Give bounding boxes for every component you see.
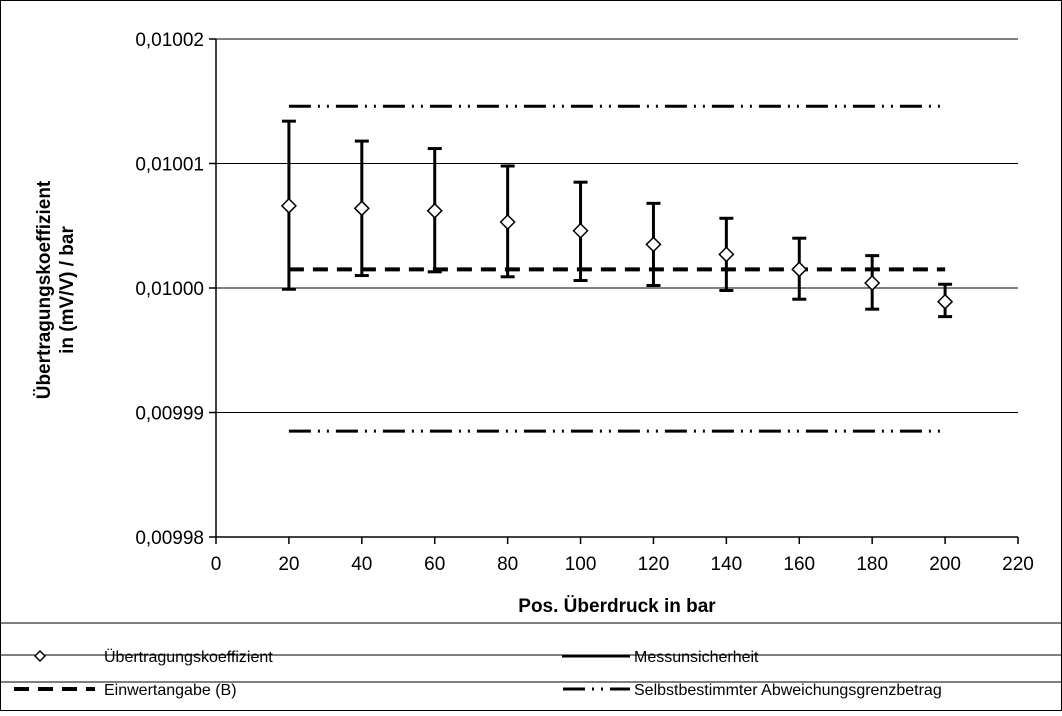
ticks: 0,00998 0,00999 0,01000 0,01001 0,01002 0 20 40…	[135, 30, 1034, 575]
y-axis-title-line-1: Übertragungskoeffizient	[34, 180, 55, 399]
legend-label-abweichungsgrenzbetrag: Selbstbestimmter Abweichungsgrenzbetrag	[634, 682, 942, 699]
x-tick-label-4: 80	[497, 554, 518, 575]
data-markers	[280, 197, 954, 310]
x-tick-label-1: 20	[278, 554, 299, 575]
x-tick-label-6: 120	[638, 554, 670, 575]
limit-lines	[288, 104, 946, 433]
data-point-0	[280, 197, 297, 214]
data-point-6	[718, 246, 735, 263]
y-tick-label-0: 0,00998	[135, 528, 204, 549]
y-tick-label-2: 0,01000	[135, 279, 204, 300]
x-axis-title: Pos. Überdruck in bar	[518, 596, 716, 617]
x-tick-label-5: 100	[565, 554, 597, 575]
y-tick-label-1: 0,00999	[135, 404, 204, 425]
x-tick-label-7: 140	[711, 554, 743, 575]
data-point-3	[499, 213, 516, 231]
data-point-2	[426, 202, 443, 219]
legend-label-messunsicherheit: Messunsicherheit	[634, 649, 759, 666]
x-tick-label-11: 220	[1002, 554, 1034, 575]
legend-label-einwertangabe: Einwertangabe (B)	[104, 682, 237, 699]
legend-label-koeffizient: Übertragungskoeffizient	[104, 648, 273, 666]
data-point-5	[645, 236, 662, 253]
x-tick-label-9: 180	[856, 554, 888, 575]
legend: Übertragungskoeffizient Messunsicherheit…	[0, 622, 1062, 699]
x-tick-label-2: 40	[351, 554, 372, 575]
x-tick-label-8: 160	[783, 554, 815, 575]
legend-diamond-symbol	[33, 649, 47, 663]
data-point-9	[937, 293, 954, 310]
x-tick-label-0: 0	[211, 554, 222, 575]
data-point-4	[572, 222, 589, 239]
data-point-1	[353, 200, 370, 217]
data-point-8	[864, 274, 881, 292]
y-axis-title-line-2: in (mV/V) / bar	[57, 226, 78, 354]
y-tick-label-3: 0,01001	[135, 155, 204, 176]
x-tick-label-3: 60	[424, 554, 445, 575]
y-tick-label-4: 0,01002	[135, 30, 204, 51]
data-point-7	[791, 261, 808, 278]
y-axis-title: Übertragungskoeffizient in (mV/V) / bar	[34, 180, 78, 399]
grid-lines	[216, 38, 1018, 413]
x-tick-label-10: 200	[929, 554, 961, 575]
